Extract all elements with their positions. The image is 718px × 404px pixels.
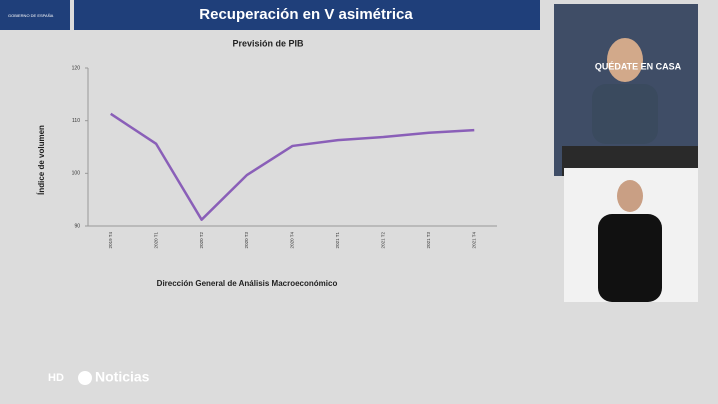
y-tick-label: 90 [74, 223, 80, 229]
logo-box [0, 0, 70, 30]
video-caption: QUÉDATE EN CASA [595, 61, 682, 71]
x-tick-label: 2019 T4 [108, 232, 113, 249]
y-tick-label: 100 [72, 171, 81, 177]
chart-source: Dirección General de Análisis Macroeconó… [157, 279, 338, 288]
broadcaster-logo [78, 371, 92, 385]
x-tick-label: 2020 T4 [290, 232, 295, 249]
x-tick-label: 2020 T2 [199, 232, 204, 249]
x-tick-label: 2020 T3 [244, 232, 249, 249]
x-tick-label: 2021 T2 [381, 232, 386, 249]
header-bar [74, 0, 540, 30]
x-tick-label: 2021 T4 [471, 232, 476, 249]
y-tick-label: 120 [72, 65, 81, 71]
interpreter-head [617, 180, 643, 212]
header-title: Recuperación en V asimétrica [199, 6, 413, 23]
line [110, 112, 475, 221]
broadcaster-name: Noticias [95, 369, 150, 385]
speaker-head [607, 38, 643, 82]
interpreter-body [598, 214, 662, 302]
speaker-body [592, 84, 658, 144]
y-axis-label: Índice de volumen [37, 125, 46, 195]
y-tick-label: 110 [72, 118, 80, 124]
x-tick-label: 2021 T3 [426, 232, 431, 249]
x-tick-label: 2021 T1 [335, 232, 340, 249]
logo-text: GOBIERNO DE ESPAÑA [8, 13, 54, 18]
hd-label: HD [48, 372, 64, 384]
x-tick-label: 2020 T1 [153, 232, 158, 249]
chart-title: Previsión de PIB [232, 38, 304, 48]
